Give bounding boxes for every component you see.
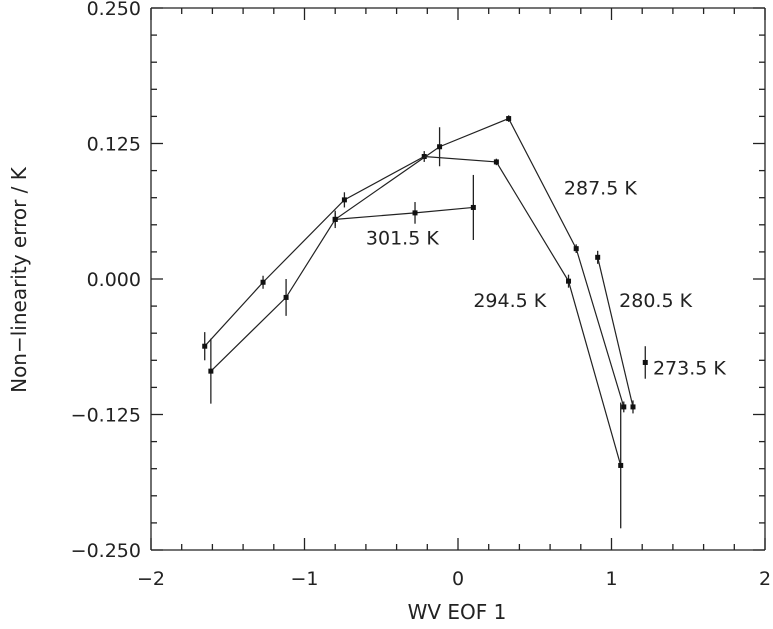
series-280-5-k [595, 250, 636, 414]
ticks [150, 7, 766, 551]
plot-frame [150, 7, 766, 551]
series-label: 287.5 K [564, 177, 637, 199]
data-point [412, 210, 418, 216]
y-axis-label: Non−linearity error / K [7, 166, 31, 393]
x-tick-label: 1 [605, 568, 617, 590]
data-point [506, 116, 512, 122]
data-point [421, 154, 427, 160]
data-point [260, 279, 266, 285]
x-axis-label: WV EOF 1 [408, 600, 507, 624]
data-point [341, 197, 347, 203]
series-label: 301.5 K [366, 227, 439, 249]
data-point [566, 278, 572, 284]
series-line [597, 257, 634, 408]
series-287-5-k [332, 174, 476, 240]
series-line [210, 117, 625, 408]
data-point [470, 204, 476, 210]
series-line [335, 206, 474, 220]
x-tick-label: −2 [137, 568, 165, 590]
x-tick-label: 2 [759, 568, 771, 590]
data-point [202, 343, 208, 349]
y-tick-label: 0.000 [87, 269, 141, 291]
data-point [595, 254, 601, 260]
series-line [204, 155, 622, 466]
series-273-5-k [642, 346, 648, 379]
series-label: 273.5 K [653, 357, 726, 379]
data-point [630, 404, 636, 410]
data-point [208, 368, 214, 374]
y-tick-label: 0.125 [87, 134, 141, 156]
y-tick-label: −0.125 [71, 405, 141, 427]
y-tick-label: 0.250 [87, 0, 141, 20]
data-point [642, 359, 648, 365]
data-point [332, 216, 338, 222]
series-label: 280.5 K [619, 290, 692, 312]
data-point [618, 462, 624, 468]
series-label-layer: 301.5 K 294.5 K 287.5 K 280.5 K 273.5 K [366, 177, 726, 379]
data-point [573, 246, 579, 252]
series-layer [202, 115, 648, 529]
data-point [621, 404, 627, 410]
series-301-5-k [202, 151, 624, 529]
x-tick-label: −1 [290, 568, 318, 590]
series-label: 294.5 K [473, 290, 546, 312]
y-tick-label: −0.250 [71, 540, 141, 562]
data-point [283, 294, 289, 300]
x-tick-label: 0 [452, 568, 464, 590]
data-point [493, 159, 499, 165]
tick-labels: −2 −1 0 1 2 −0.250 −0.125 0.000 0.125 0.250 [71, 0, 771, 590]
data-point [437, 144, 443, 150]
